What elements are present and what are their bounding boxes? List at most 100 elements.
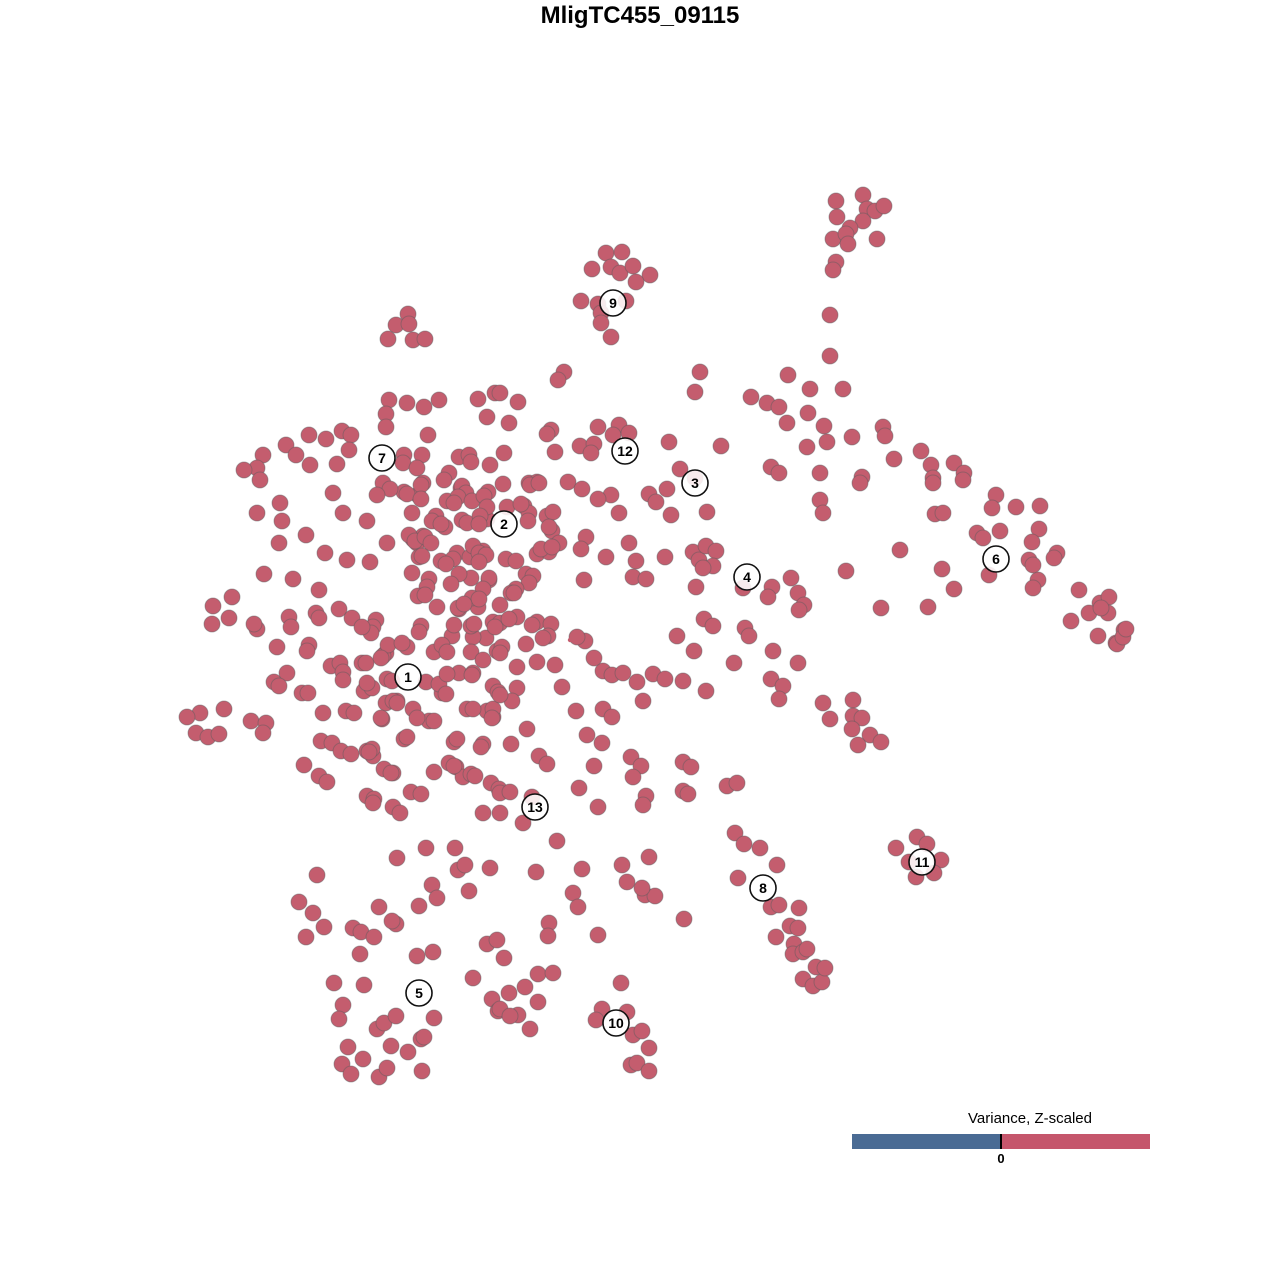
- data-point: [546, 443, 564, 461]
- data-point: [658, 480, 676, 498]
- data-point: [849, 736, 867, 754]
- data-point: [442, 575, 460, 593]
- data-point: [530, 474, 548, 492]
- data-point: [223, 588, 241, 606]
- data-point: [512, 495, 530, 513]
- data-point: [1070, 581, 1088, 599]
- data-point: [687, 578, 705, 596]
- data-point: [527, 863, 545, 881]
- data-point: [597, 548, 615, 566]
- data-point: [675, 910, 693, 928]
- data-point: [501, 1007, 519, 1025]
- data-point: [507, 552, 525, 570]
- data-point: [474, 651, 492, 669]
- data-point: [583, 260, 601, 278]
- cluster-label: 2: [490, 510, 518, 538]
- data-point: [466, 767, 484, 785]
- data-point: [317, 430, 335, 448]
- data-point: [310, 609, 328, 627]
- data-point: [270, 677, 288, 695]
- data-point: [519, 512, 537, 530]
- data-point: [287, 446, 305, 464]
- cluster-label-text: 12: [617, 443, 633, 459]
- data-point: [816, 959, 834, 977]
- data-point: [1023, 533, 1041, 551]
- data-point: [704, 617, 722, 635]
- data-point: [456, 856, 474, 874]
- data-point: [334, 504, 352, 522]
- data-point: [628, 1054, 646, 1072]
- data-point: [358, 674, 376, 692]
- data-point: [417, 839, 435, 857]
- data-point: [470, 590, 488, 608]
- data-point: [521, 1020, 539, 1038]
- data-point: [516, 978, 534, 996]
- data-point: [1089, 627, 1107, 645]
- data-point: [633, 1022, 651, 1040]
- data-point: [242, 712, 260, 730]
- points-layer: [178, 186, 1135, 1086]
- cluster-label-circle: [394, 663, 422, 691]
- data-point: [215, 700, 233, 718]
- data-point: [413, 547, 431, 565]
- data-point: [875, 197, 893, 215]
- cluster-label: 5: [405, 979, 433, 1007]
- data-point: [428, 598, 446, 616]
- data-point: [627, 552, 645, 570]
- data-point: [300, 426, 318, 444]
- data-point: [464, 969, 482, 987]
- data-point: [472, 738, 490, 756]
- data-point: [770, 464, 788, 482]
- data-point: [868, 230, 886, 248]
- data-point: [277, 436, 295, 454]
- data-point: [446, 839, 464, 857]
- data-point: [821, 347, 839, 365]
- data-point: [297, 526, 315, 544]
- data-point: [299, 684, 317, 702]
- data-point: [235, 461, 253, 479]
- data-point: [778, 414, 796, 432]
- data-point: [604, 426, 622, 444]
- data-point: [798, 940, 816, 958]
- data-point: [538, 755, 556, 773]
- data-point: [1031, 497, 1049, 515]
- data-point: [342, 1065, 360, 1083]
- data-point: [410, 623, 428, 641]
- data-point: [611, 264, 629, 282]
- data-point: [393, 634, 411, 652]
- data-point: [575, 571, 593, 589]
- cluster-label: 11: [908, 848, 936, 876]
- data-point: [572, 292, 590, 310]
- data-point: [844, 691, 862, 709]
- data-point: [543, 538, 561, 556]
- data-point: [740, 627, 758, 645]
- data-point: [818, 433, 836, 451]
- data-point: [500, 610, 518, 628]
- data-point: [339, 1038, 357, 1056]
- data-point: [529, 993, 547, 1011]
- data-point: [364, 794, 382, 812]
- data-point: [318, 773, 336, 791]
- data-point: [354, 1050, 372, 1068]
- data-point: [814, 694, 832, 712]
- data-point: [251, 471, 269, 489]
- data-point: [464, 700, 482, 718]
- data-point: [534, 629, 552, 647]
- cluster-label-text: 13: [527, 799, 543, 815]
- data-point: [1030, 520, 1048, 538]
- cluster-label-text: 11: [915, 854, 930, 870]
- cluster-label: 7: [368, 444, 396, 472]
- cluster-label: 9: [599, 289, 627, 317]
- data-point: [573, 860, 591, 878]
- data-point: [632, 757, 650, 775]
- data-point: [728, 774, 746, 792]
- data-point: [478, 408, 496, 426]
- data-point: [770, 398, 788, 416]
- data-point: [351, 945, 369, 963]
- data-point: [528, 653, 546, 671]
- data-point: [573, 480, 591, 498]
- data-point: [548, 832, 566, 850]
- data-point: [983, 499, 1001, 517]
- cluster-label-text: 2: [500, 516, 508, 532]
- data-point: [618, 873, 636, 891]
